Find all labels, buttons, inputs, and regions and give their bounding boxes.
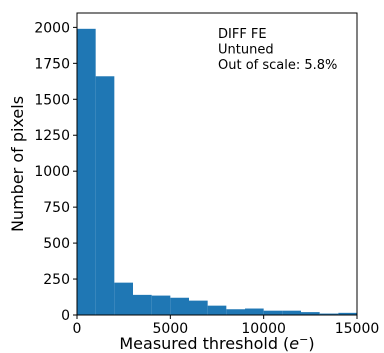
histogram-bars <box>77 28 357 316</box>
annotation-title: DIFF FE <box>218 27 267 42</box>
histogram-bar <box>95 76 115 316</box>
x-axis-title: Measured threshold (e−) <box>119 333 314 353</box>
y-axis-ticks: 0 250 500 750 1000 1250 1500 1750 2000 <box>34 20 77 324</box>
y-tick-label: 1500 <box>34 92 70 108</box>
y-tick-label: 1750 <box>34 56 70 72</box>
annotation-block: DIFF FE Untuned Out of scale: 5.8% <box>218 27 337 73</box>
annotation-out-of-scale: Out of scale: 5.8% <box>218 58 337 73</box>
y-tick-label: 500 <box>43 236 70 252</box>
histogram-bar <box>282 310 301 315</box>
histogram-bar <box>263 310 283 315</box>
x-axis-title-superscript: − <box>299 333 308 346</box>
histogram-bar <box>189 300 208 315</box>
x-axis-title-math: e <box>289 334 299 353</box>
y-tick-label: 2000 <box>34 20 70 36</box>
y-tick-label: 0 <box>61 308 70 324</box>
histogram-bar <box>245 308 264 315</box>
y-axis-title: Number of pixels <box>8 96 27 232</box>
plot-frame <box>76 12 358 316</box>
x-tick-label: 0 <box>73 321 82 337</box>
annotation-tuning: Untuned <box>218 43 274 58</box>
y-tick-label: 1000 <box>34 164 70 180</box>
histogram-bar <box>77 28 96 315</box>
y-tick-label: 750 <box>43 200 70 216</box>
histogram-bar <box>338 312 357 315</box>
x-tick-label: 10000 <box>241 321 286 337</box>
x-tick-label: 5000 <box>153 321 189 337</box>
x-axis-title-close: ) <box>308 334 314 353</box>
x-tick-label: 15000 <box>335 321 380 337</box>
y-tick-label: 1250 <box>34 128 70 144</box>
histogram-bar <box>226 309 245 315</box>
histogram-bar <box>114 282 133 315</box>
y-tick-label: 250 <box>43 272 70 288</box>
histogram-bar <box>170 297 189 315</box>
histogram-bar <box>151 295 171 315</box>
histogram-bar <box>207 305 227 315</box>
histogram-bar <box>133 294 152 315</box>
x-axis-title-text: Measured threshold ( <box>119 334 289 353</box>
x-axis-ticks: 0 5000 10000 15000 <box>73 315 380 337</box>
histogram-bar <box>301 312 320 315</box>
histogram-bar <box>319 313 339 315</box>
